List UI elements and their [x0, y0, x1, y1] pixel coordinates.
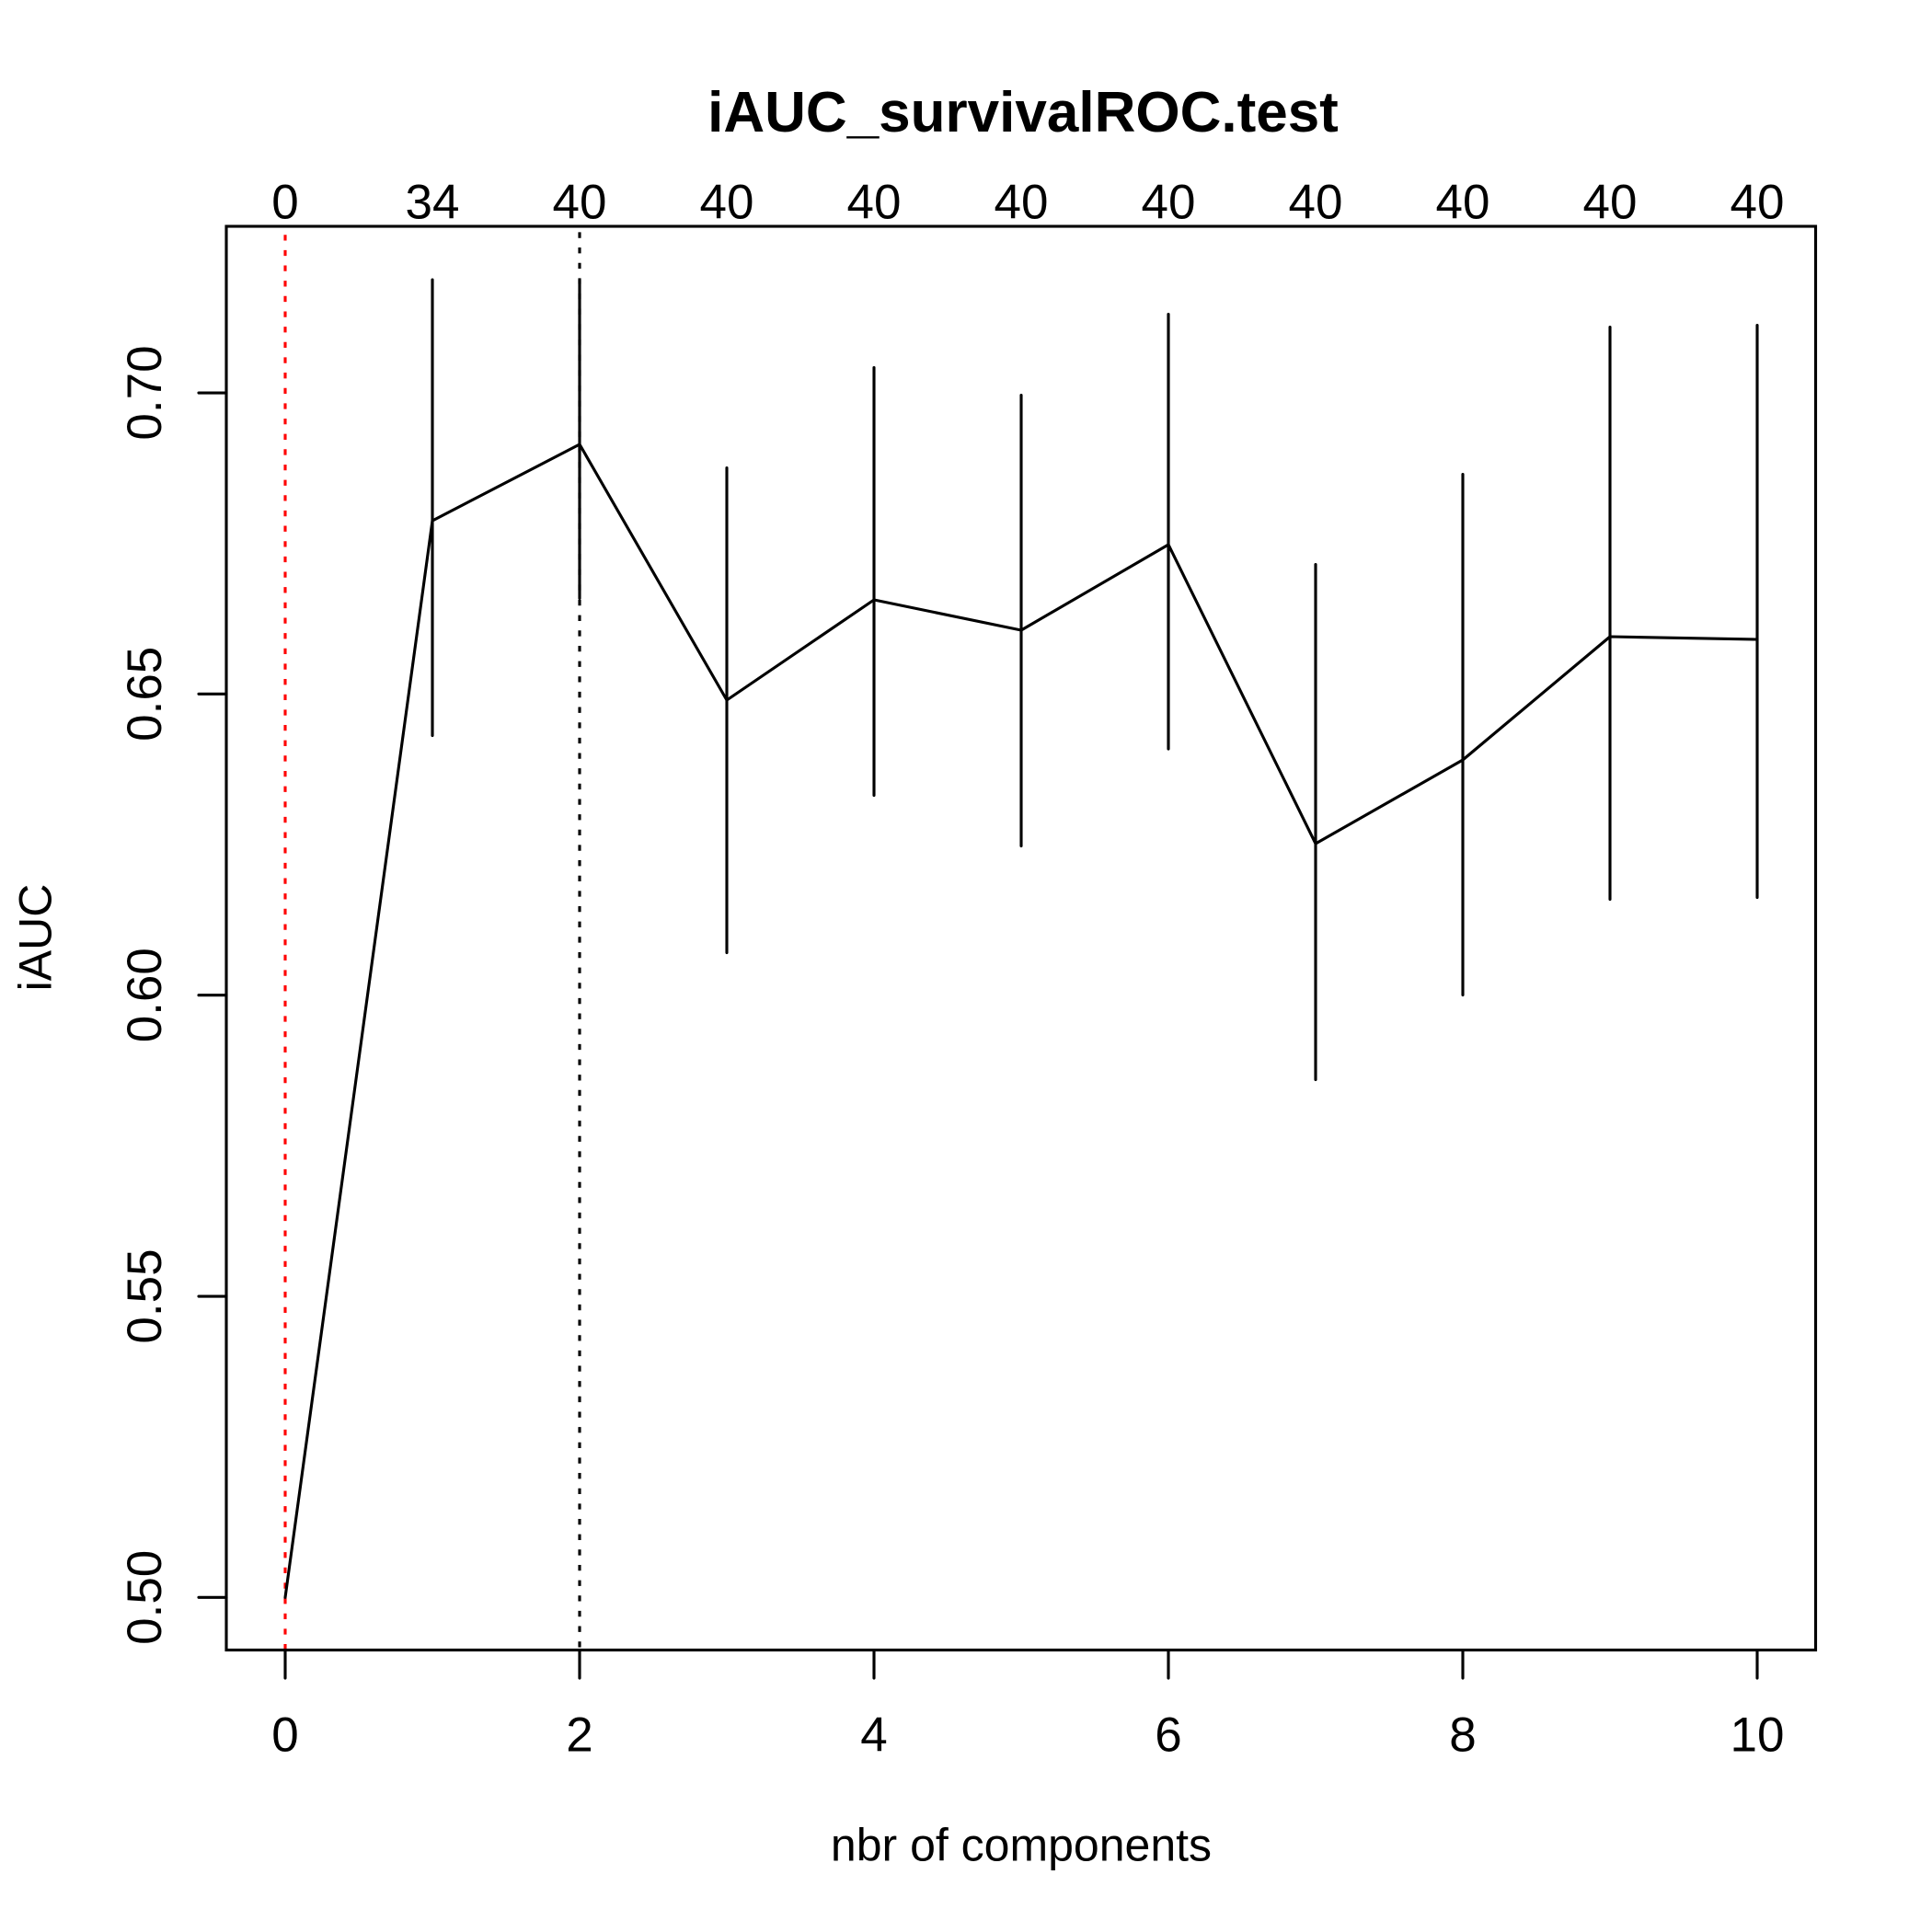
svg-text:40: 40: [1142, 176, 1196, 230]
svg-text:4: 4: [860, 1708, 887, 1763]
svg-text:6: 6: [1155, 1708, 1181, 1763]
svg-text:40: 40: [1731, 176, 1785, 230]
svg-text:0.70: 0.70: [118, 345, 172, 440]
svg-text:iAUC_survivalROC.test: iAUC_survivalROC.test: [707, 81, 1339, 144]
svg-text:34: 34: [406, 176, 460, 230]
svg-text:10: 10: [1731, 1708, 1785, 1763]
svg-text:0.60: 0.60: [118, 948, 172, 1042]
svg-text:0.50: 0.50: [118, 1550, 172, 1645]
svg-text:40: 40: [995, 176, 1049, 230]
svg-text:40: 40: [1583, 176, 1638, 230]
svg-text:0: 0: [271, 1708, 298, 1763]
svg-text:8: 8: [1449, 1708, 1476, 1763]
svg-text:2: 2: [566, 1708, 592, 1763]
svg-text:0: 0: [271, 176, 298, 230]
svg-text:iAUC: iAUC: [10, 884, 62, 992]
svg-text:40: 40: [553, 176, 607, 230]
svg-text:0.65: 0.65: [118, 647, 172, 742]
svg-text:0.55: 0.55: [118, 1248, 172, 1343]
svg-text:40: 40: [847, 176, 902, 230]
svg-text:40: 40: [700, 176, 754, 230]
svg-text:40: 40: [1436, 176, 1490, 230]
svg-text:nbr of components: nbr of components: [831, 1820, 1212, 1871]
svg-text:40: 40: [1289, 176, 1343, 230]
